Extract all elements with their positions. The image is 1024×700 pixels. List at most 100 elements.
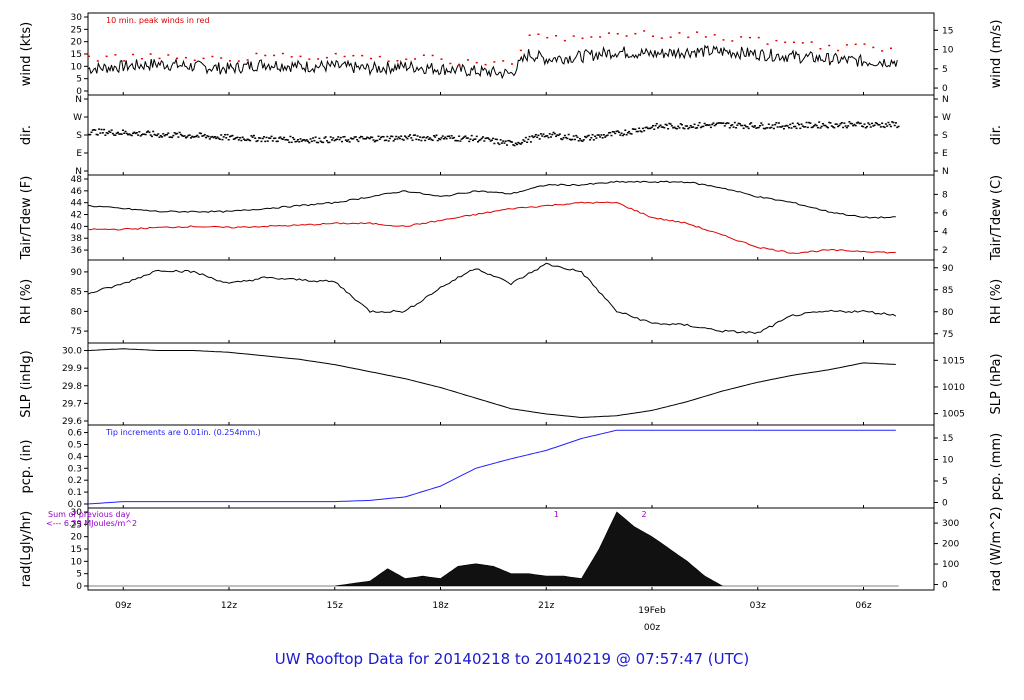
dir-point	[876, 122, 879, 125]
dir-point	[725, 122, 728, 125]
dir-point	[381, 135, 384, 138]
dir-point	[222, 136, 225, 138]
dir-point	[662, 126, 665, 128]
dir-point	[458, 135, 461, 137]
dir-point	[265, 136, 268, 139]
dir-point	[285, 138, 288, 141]
dir-point	[519, 143, 522, 145]
peak-wind-point	[696, 31, 699, 33]
peak-wind-point	[563, 39, 566, 42]
dir-point	[382, 135, 385, 138]
dir-point	[120, 133, 123, 135]
dir-point	[269, 137, 272, 139]
dir-point	[429, 137, 432, 139]
dir-point	[372, 139, 375, 141]
dir-point	[434, 136, 437, 138]
dir-point	[896, 126, 899, 129]
dir-point	[186, 136, 189, 138]
peak-wind-point	[158, 57, 161, 60]
dir-point	[834, 123, 837, 125]
dir-point	[716, 122, 719, 125]
y-tick-label-left-5-5: 0.5	[68, 440, 82, 450]
dir-point	[464, 135, 467, 137]
dir-point	[245, 139, 248, 142]
y-tick-label-left-6-3: 15	[71, 545, 82, 555]
dir-point	[789, 123, 792, 126]
dir-point	[722, 122, 725, 124]
dir-point	[336, 138, 339, 140]
radiation-area	[88, 511, 899, 587]
dir-point	[884, 123, 887, 125]
dir-point	[455, 139, 458, 142]
peak-wind-point	[405, 58, 408, 60]
dir-point	[572, 135, 575, 137]
dir-point	[586, 135, 589, 137]
dir-point	[800, 123, 803, 125]
dir-point	[517, 141, 520, 144]
dir-point	[883, 126, 886, 129]
dir-point	[279, 136, 282, 138]
y-tick-label-left-0-4: 20	[71, 38, 83, 48]
dir-point	[149, 134, 152, 136]
dir-point	[210, 136, 213, 138]
dir-point	[380, 136, 383, 139]
y-tick-label-right-6-0: 0	[942, 581, 948, 591]
y-tick-label-right-0-1: 5	[942, 65, 948, 75]
dir-point	[417, 139, 420, 141]
y-axis-label-left-1: dir.	[19, 125, 34, 145]
dir-point	[163, 135, 166, 137]
dir-point	[660, 126, 663, 128]
dir-point	[757, 126, 760, 129]
dir-point	[468, 140, 471, 143]
y-tick-label-left-5-1: 0.1	[68, 488, 82, 498]
y-tick-label-left-6-1: 5	[76, 570, 82, 580]
dir-point	[897, 125, 900, 128]
peak-wind-point	[607, 32, 610, 34]
series-line-5-0	[87, 429, 896, 505]
y-tick-label-right-3-1: 80	[942, 308, 954, 318]
dir-point	[202, 134, 205, 137]
dir-point	[347, 139, 350, 141]
dir-point	[96, 134, 99, 136]
dir-point	[127, 133, 130, 136]
dir-point	[616, 130, 619, 132]
dir-point	[503, 142, 506, 144]
dir-point	[256, 139, 259, 142]
dir-point	[529, 141, 532, 143]
dir-point	[465, 137, 468, 139]
dir-point	[786, 125, 789, 127]
dir-point	[537, 134, 540, 137]
dir-point	[548, 133, 551, 135]
series-line-2-0	[87, 180, 896, 219]
dir-point	[663, 126, 666, 129]
y-tick-label-right-1-1: E	[942, 149, 948, 159]
dir-point	[693, 123, 696, 126]
dir-point	[257, 137, 260, 139]
dir-point	[869, 126, 872, 128]
dir-point	[475, 135, 478, 138]
dir-point	[602, 134, 605, 136]
dir-point	[852, 124, 855, 127]
dir-point	[516, 143, 519, 146]
dir-point	[274, 137, 277, 139]
peak-wind-point	[881, 50, 884, 52]
dir-point	[444, 136, 447, 139]
dir-point	[810, 126, 813, 129]
peak-wind-point	[387, 60, 390, 63]
dir-point	[741, 124, 744, 127]
peak-wind-point	[581, 37, 584, 40]
y-tick-label-left-0-6: 30	[71, 13, 83, 23]
dir-point	[585, 136, 588, 139]
peak-wind-point	[184, 56, 187, 59]
dir-point	[396, 138, 399, 140]
dir-point	[308, 141, 311, 144]
dir-point	[509, 140, 512, 143]
dir-point	[759, 124, 762, 127]
dir-point	[215, 137, 218, 140]
dir-point	[719, 122, 722, 124]
dir-point	[234, 137, 237, 140]
dir-point	[183, 135, 186, 137]
dir-point	[480, 137, 483, 140]
dir-point	[405, 136, 408, 139]
series-line-0-0	[87, 44, 898, 80]
